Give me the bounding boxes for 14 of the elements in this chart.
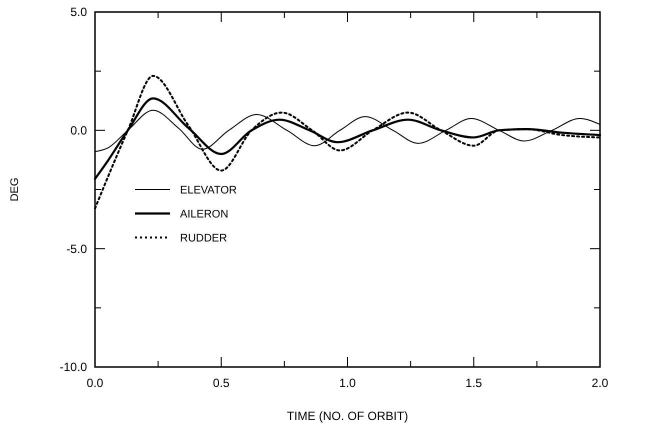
x-tick-label: 1.0 (339, 376, 356, 390)
x-tick-label: 0.5 (212, 376, 230, 390)
x-tick-label: 1.5 (465, 376, 482, 390)
legend-label: RUDDER (180, 232, 228, 244)
y-tick-label: -10.0 (60, 360, 88, 374)
legend-label: ELEVATOR (180, 184, 237, 196)
y-tick-label: 0.0 (70, 124, 88, 138)
legend-label: AILERON (180, 208, 228, 220)
y-axis-title: DEG (9, 178, 21, 202)
x-tick-label: 2.0 (592, 376, 609, 390)
y-tick-label: -5.0 (66, 242, 88, 256)
x-tick-label: 0.0 (86, 376, 104, 390)
y-tick-label: 5.0 (70, 5, 88, 20)
x-axis-title: TIME (NO. OF ORBIT) (286, 409, 408, 423)
